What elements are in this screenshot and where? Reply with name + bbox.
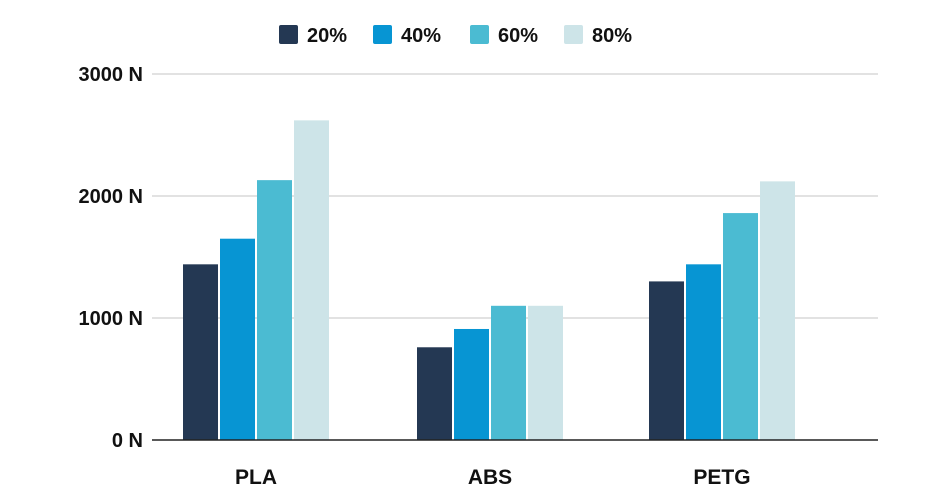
legend-swatch <box>470 25 489 44</box>
bar-pla-20pct <box>183 264 218 440</box>
legend-item: 20% <box>279 25 347 47</box>
legend-swatch <box>564 25 583 44</box>
x-tick-label: PETG <box>693 466 750 489</box>
bar-petg-40pct <box>686 264 721 440</box>
bar-abs-40pct <box>454 328 489 440</box>
legend: 20% 40% 60% 80% <box>279 25 632 47</box>
bars <box>183 120 795 441</box>
x-axis: PLA ABS PETG <box>152 439 878 489</box>
y-tick-label: 1000 N <box>79 308 144 330</box>
y-tick-label: 2000 N <box>79 186 144 208</box>
legend-label: 40% <box>401 25 441 47</box>
legend-item: 80% <box>564 25 632 47</box>
legend-swatch <box>373 25 392 44</box>
legend-item: 40% <box>373 25 441 47</box>
legend-label: 20% <box>307 25 347 47</box>
y-tick-label: 0 N <box>112 430 143 452</box>
bar-pla-60pct <box>257 180 292 440</box>
bar-abs-60pct <box>491 305 526 440</box>
bar-petg-20pct <box>649 281 684 440</box>
legend-swatch <box>279 25 298 44</box>
x-tick-label: PLA <box>235 466 277 489</box>
legend-item: 60% <box>470 25 538 47</box>
bar-abs-80pct <box>528 305 563 440</box>
bar-petg-80pct <box>760 181 795 441</box>
bar-petg-60pct <box>723 213 758 440</box>
x-tick-label: ABS <box>468 466 512 489</box>
bar-pla-40pct <box>220 238 255 440</box>
legend-label: 80% <box>592 25 632 47</box>
y-axis: 0 N 1000 N 2000 N 3000 N <box>79 64 144 452</box>
bar-abs-20pct <box>417 347 452 440</box>
bar-pla-80pct <box>294 120 329 441</box>
legend-label: 60% <box>498 25 538 47</box>
y-tick-label: 3000 N <box>79 64 144 86</box>
